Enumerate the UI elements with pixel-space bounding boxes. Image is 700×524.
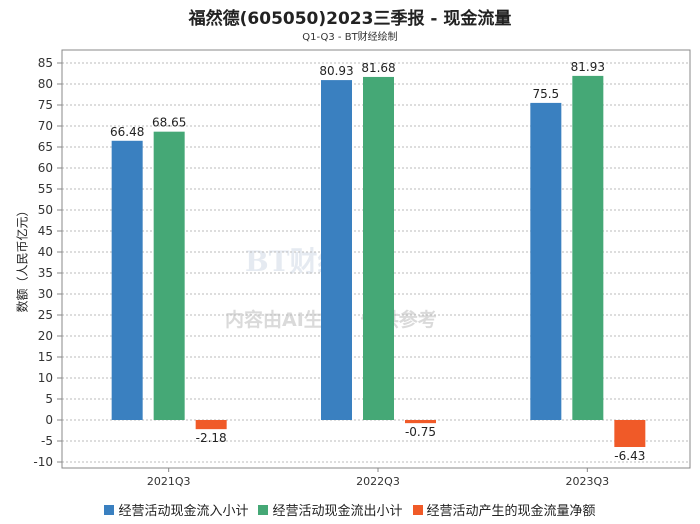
data-label: 75.5 bbox=[532, 87, 559, 101]
y-tick-label: 55 bbox=[38, 182, 53, 196]
legend-item[interactable]: 经营活动现金流出小计 bbox=[258, 500, 403, 519]
bar-2 bbox=[572, 75, 604, 421]
bar-1 bbox=[530, 102, 562, 421]
chart-subtitle: Q1-Q3 - BT财经绘制 bbox=[302, 32, 398, 43]
data-label: 81.68 bbox=[361, 61, 395, 75]
data-label: 81.93 bbox=[571, 60, 605, 74]
y-tick-label: -10 bbox=[33, 455, 53, 469]
y-tick-label: 5 bbox=[45, 392, 53, 406]
plot-frame bbox=[61, 49, 691, 469]
legend-item[interactable]: 经营活动产生的现金流量净额 bbox=[412, 500, 596, 519]
y-tick-label: 35 bbox=[38, 266, 53, 280]
y-tick-label: 45 bbox=[38, 224, 53, 238]
x-tick-label: 2023Q3 bbox=[566, 475, 610, 488]
data-label: 66.48 bbox=[110, 125, 144, 139]
legend-swatch bbox=[412, 504, 423, 515]
legend-label: 经营活动现金流入小计 bbox=[118, 504, 249, 519]
y-tick-label: 60 bbox=[38, 161, 53, 175]
legend: 经营活动现金流入小计 经营活动现金流出小计 经营活动产生的现金流量净额 bbox=[0, 500, 700, 519]
y-tick-label: 70 bbox=[38, 119, 53, 133]
bar-2 bbox=[153, 131, 185, 421]
y-tick-label: 20 bbox=[38, 329, 53, 343]
bar-3 bbox=[614, 420, 646, 448]
legend-label: 经营活动产生的现金流量净额 bbox=[426, 504, 596, 519]
chart-title: 福然德(605050)2023三季报 - 现金流量 bbox=[188, 9, 512, 29]
y-tick-label: 25 bbox=[38, 308, 53, 322]
y-tick-label: 15 bbox=[38, 350, 53, 364]
data-label: -6.43 bbox=[614, 449, 645, 463]
data-label: 68.65 bbox=[152, 116, 186, 130]
y-tick-label: 0 bbox=[45, 413, 53, 427]
legend-swatch bbox=[258, 504, 269, 515]
y-tick-label: 80 bbox=[38, 77, 53, 91]
y-tick-label: 30 bbox=[38, 287, 53, 301]
y-tick-label: 75 bbox=[38, 98, 53, 112]
y-tick-label: 50 bbox=[38, 203, 53, 217]
x-tick-label: 2022Q3 bbox=[356, 475, 400, 488]
bar-1 bbox=[321, 80, 352, 421]
bar-2 bbox=[363, 76, 394, 420]
legend-label: 经营活动现金流出小计 bbox=[272, 504, 403, 519]
bar-1 bbox=[111, 140, 143, 420]
y-tick-label: -5 bbox=[41, 434, 53, 448]
y-tick-label: 65 bbox=[38, 140, 53, 154]
data-label: 80.93 bbox=[319, 64, 353, 78]
data-label: -2.18 bbox=[196, 431, 227, 445]
legend-swatch bbox=[104, 504, 115, 515]
legend-item[interactable]: 经营活动现金流入小计 bbox=[104, 500, 248, 519]
x-tick-label: 2021Q3 bbox=[147, 475, 191, 488]
y-tick-label: 10 bbox=[38, 371, 53, 385]
data-label: -0.75 bbox=[405, 425, 436, 439]
y-tick-label: 85 bbox=[38, 56, 53, 70]
y-tick-label: 40 bbox=[38, 245, 53, 259]
bar-3 bbox=[195, 420, 227, 430]
bar-3 bbox=[405, 420, 436, 424]
